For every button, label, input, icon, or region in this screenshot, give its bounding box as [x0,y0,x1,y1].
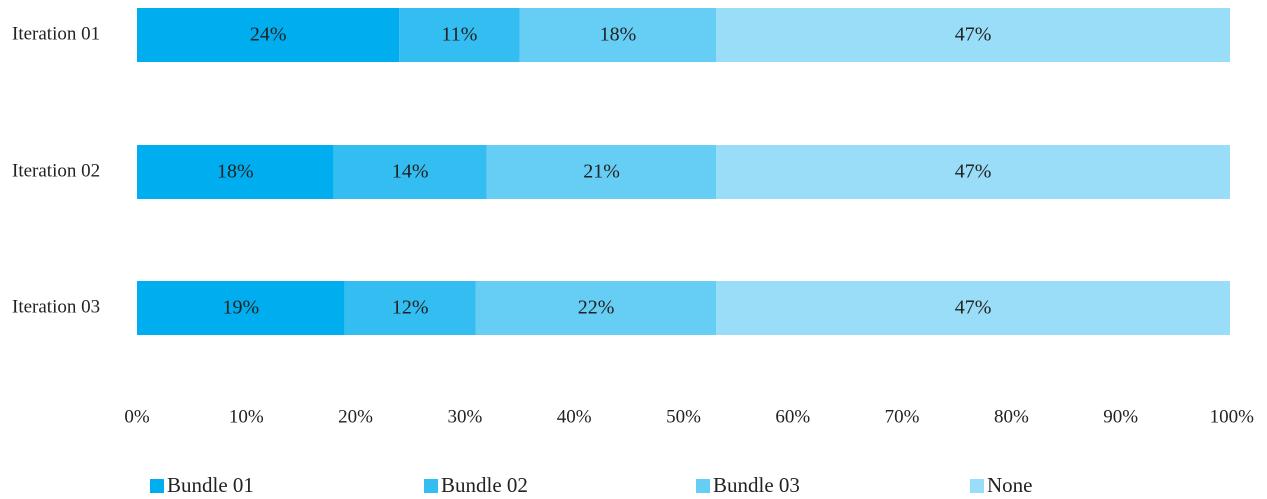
bar-segment [137,281,345,335]
x-tick-label: 60% [775,406,810,427]
data-label: 11% [441,24,477,46]
legend-swatch [696,479,710,493]
data-label: 47% [955,297,992,319]
x-tick-label: 90% [1103,406,1138,427]
legend-swatch [150,479,164,493]
bar-segment [716,8,1230,62]
category-label: Iteration 03 [12,296,100,317]
x-axis-tick-labels: 0% 10% 20% 30% 40% 50% 60% 70% 80% 90% 100% [124,406,1254,427]
legend-label: Bundle 03 [713,473,800,497]
bar-segment [475,281,717,335]
x-tick-label: 80% [994,406,1029,427]
data-label: 47% [955,24,992,46]
legend-swatch [424,479,438,493]
bar-segment [399,8,520,62]
bar-segment [344,281,476,335]
bar-segment [716,281,1230,335]
legend-label: Bundle 01 [167,473,254,497]
bar-segment [137,145,334,199]
x-tick-label: 30% [447,406,482,427]
x-tick-label: 100% [1210,406,1255,427]
legend-label: Bundle 02 [441,473,528,497]
x-tick-label: 70% [885,406,920,427]
data-label: 14% [392,161,429,183]
category-label: Iteration 01 [12,23,100,44]
x-tick-label: 20% [338,406,373,427]
bar-segment [716,145,1230,199]
data-label: 22% [578,297,615,319]
legend-label: None [987,473,1033,497]
x-tick-label: 0% [124,406,150,427]
x-tick-label: 10% [229,406,264,427]
bar-segment [333,145,487,199]
legend: Bundle 01 Bundle 02 Bundle 03 None [150,473,1033,497]
data-label: 19% [222,297,259,319]
category-labels: Iteration 01 Iteration 02 Iteration 03 [12,23,100,317]
data-labels: 24% 11% 18% 47% 18% 14% 21% 47% 19% 12% 22% 47% [217,24,991,319]
bars [137,8,1230,335]
data-label: 18% [217,161,254,183]
legend-swatch [970,479,984,493]
data-label: 21% [583,161,620,183]
bar-segment [137,8,400,62]
bar-segment [486,145,717,199]
category-label: Iteration 02 [12,160,100,181]
data-label: 18% [600,24,637,46]
x-tick-label: 40% [557,406,592,427]
bar-segment [519,8,717,62]
x-tick-label: 50% [666,406,701,427]
data-label: 47% [955,161,992,183]
data-label: 24% [250,24,287,46]
data-label: 12% [392,297,429,319]
